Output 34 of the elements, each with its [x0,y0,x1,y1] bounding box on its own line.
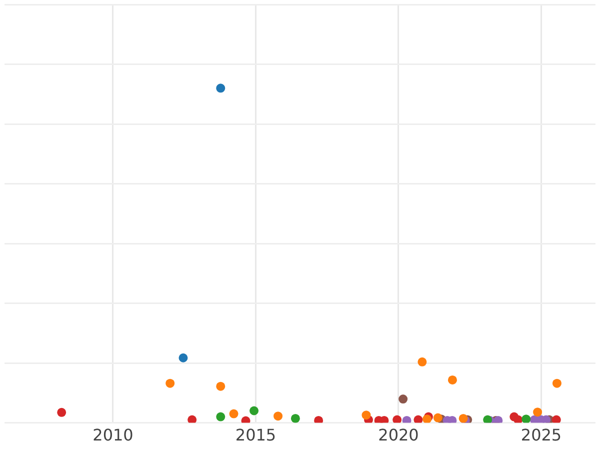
point [514,415,523,423]
x-tick-label: 2020 [378,426,419,445]
point [274,412,283,421]
point [542,415,551,423]
point [229,409,238,418]
point [178,353,188,362]
point [494,416,503,423]
point [522,414,531,423]
point [414,415,423,423]
point [380,416,389,423]
point [398,394,408,404]
x-tick-label: 2015 [235,426,276,445]
point [216,84,226,93]
point [448,375,457,384]
point [362,410,371,420]
point [290,414,300,423]
x-tick-label: 2025 [520,426,562,445]
point [433,413,442,422]
point [392,415,402,423]
point [402,416,412,423]
point [188,415,197,423]
x-tick-label: 2010 [92,426,134,445]
point [552,415,561,423]
point [250,406,259,416]
point [216,382,226,391]
point [57,408,66,417]
point [418,357,427,366]
point [422,414,432,423]
point [533,408,542,417]
point [448,416,457,423]
point [552,378,562,388]
point [166,378,175,388]
point [314,416,324,423]
point [216,412,226,422]
